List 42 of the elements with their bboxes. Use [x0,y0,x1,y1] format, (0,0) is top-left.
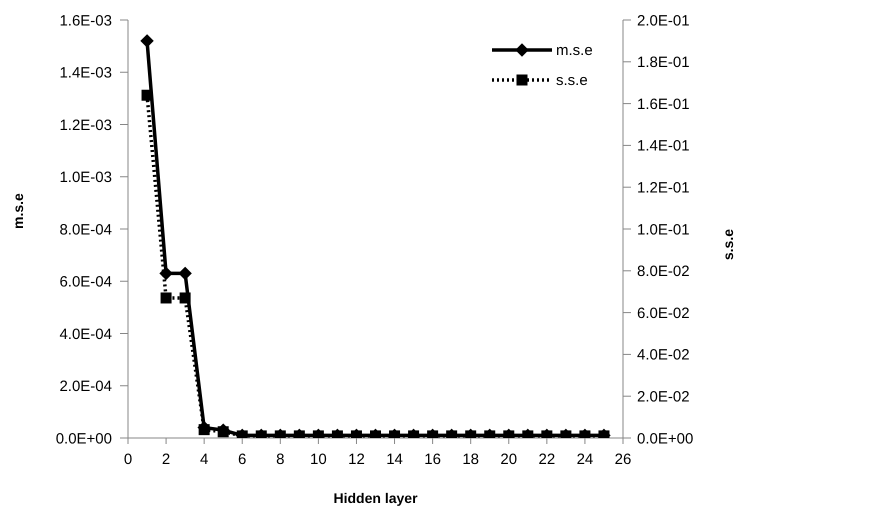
y-tick-label: 1.6E-03 [59,12,112,30]
x-tick-label: 6 [238,451,246,468]
legend-label: s.s.e [556,72,588,89]
y2-tick-label: 4.0E-02 [637,346,690,364]
y2-axis-title: s.s.e [720,228,736,260]
x-tick-label: 12 [348,451,365,468]
x-tick-label: 26 [614,451,632,468]
point [180,292,191,304]
y2-tick-label: 2.0E-01 [637,12,690,30]
x-tick-label: 22 [538,451,556,468]
y-axis-title: m.s.e [10,192,26,229]
y2-tick-label: 8.0E-02 [637,263,690,280]
point [142,90,153,101]
y2-tick-label: 1.8E-01 [637,54,690,72]
x-tick-label: 0 [124,451,132,468]
x-tick-label: 10 [310,451,327,468]
y-tick-label: 4.0E-04 [59,326,112,343]
y2-tick-label: 1.4E-01 [637,138,690,155]
y2-tick-label: 0.0E+00 [637,430,694,448]
x-tick-label: 20 [500,451,518,468]
y-tick-label: 6.0E-04 [59,274,112,291]
x-axis-title: Hidden layer [333,490,418,506]
y-tick-label: 8.0E-04 [59,221,112,238]
y2-tick-label: 1.0E-01 [637,221,690,238]
x-tick-label: 24 [576,451,594,468]
x-tick-label: 4 [200,451,208,468]
y-tick-label: 1.0E-03 [59,169,112,186]
point [160,292,172,304]
y2-tick-label: 2.0E-02 [637,388,690,406]
y2-tick-label: 1.2E-01 [637,180,690,197]
y2-tick-label: 1.6E-01 [637,96,690,113]
y-tick-label: 1.4E-03 [59,64,112,82]
y-tick-label: 0.0E+00 [56,430,112,448]
y-tick-label: 1.2E-03 [59,116,112,134]
x-tick-label: 14 [386,451,403,468]
x-tick-label: 16 [424,451,441,468]
x-tick-label: 18 [462,451,480,468]
x-tick-label: 2 [162,451,170,468]
legend-label: m.s.e [556,42,593,59]
y2-tick-label: 6.0E-02 [637,304,690,322]
x-tick-label: 8 [276,451,284,468]
y-tick-label: 2.0E-04 [59,378,112,396]
